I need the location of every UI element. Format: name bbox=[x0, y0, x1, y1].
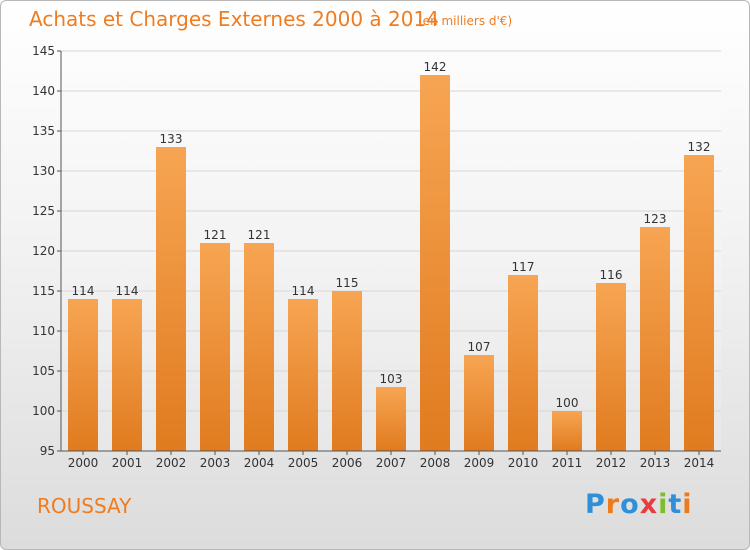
data-label: 142 bbox=[424, 60, 447, 74]
x-axis: 2000 2001 2002 2003 2004 2005 2006 2007 2008 2009… bbox=[61, 450, 721, 470]
commune-name: ROUSSAY bbox=[37, 494, 132, 518]
bars: 114 114 133 121 121 114 115 103 142 107 117 100 116 1… bbox=[68, 60, 714, 451]
x-tick-label: 2005 bbox=[288, 456, 319, 470]
bar-2014 bbox=[684, 155, 714, 451]
data-label: 121 bbox=[248, 228, 271, 242]
data-label: 115 bbox=[336, 276, 359, 290]
y-tick-label: 105 bbox=[32, 364, 55, 378]
bar-2008 bbox=[420, 75, 450, 451]
brand-letter: o bbox=[620, 489, 640, 520]
bar-2001 bbox=[112, 299, 142, 451]
x-tick-label: 2003 bbox=[200, 456, 231, 470]
x-tick-label: 2007 bbox=[376, 456, 407, 470]
y-tick-label: 130 bbox=[32, 164, 55, 178]
data-label: 117 bbox=[512, 260, 535, 274]
data-label: 100 bbox=[556, 396, 579, 410]
x-tick-label: 2011 bbox=[552, 456, 583, 470]
y-tick-label: 120 bbox=[32, 244, 55, 258]
bar-2013 bbox=[640, 227, 670, 451]
data-label: 107 bbox=[468, 340, 491, 354]
bar-2007 bbox=[376, 387, 406, 451]
bar-2009 bbox=[464, 355, 494, 451]
x-tick-label: 2002 bbox=[156, 456, 187, 470]
bar-2011 bbox=[552, 411, 582, 451]
bar-2006 bbox=[332, 291, 362, 451]
data-label: 133 bbox=[160, 132, 183, 146]
brand-logo: Proxiti bbox=[585, 489, 693, 520]
data-label: 123 bbox=[644, 212, 667, 226]
y-tick-label: 100 bbox=[32, 404, 55, 418]
brand-letter: r bbox=[605, 489, 621, 520]
y-tick-label: 135 bbox=[32, 124, 55, 138]
data-label: 132 bbox=[688, 140, 711, 154]
data-label: 103 bbox=[380, 372, 403, 386]
x-tick-label: 2001 bbox=[112, 456, 143, 470]
x-tick-label: 2008 bbox=[420, 456, 451, 470]
brand-letter: i bbox=[658, 489, 669, 520]
x-tick-label: 2009 bbox=[464, 456, 495, 470]
bar-2000 bbox=[68, 299, 98, 451]
x-tick-label: 2010 bbox=[508, 456, 539, 470]
bar-2010 bbox=[508, 275, 538, 451]
brand-letter: x bbox=[639, 489, 659, 520]
data-label: 114 bbox=[292, 284, 315, 298]
y-tick-label: 125 bbox=[32, 204, 55, 218]
x-tick-label: 2014 bbox=[684, 456, 715, 470]
bar-2002 bbox=[156, 147, 186, 451]
data-label: 114 bbox=[72, 284, 95, 298]
brand-letter: i bbox=[682, 489, 693, 520]
y-tick-label: 115 bbox=[32, 284, 55, 298]
brand-letter: P bbox=[585, 489, 606, 520]
y-tick-label: 110 bbox=[32, 324, 55, 338]
data-label: 114 bbox=[116, 284, 139, 298]
chart-title: Achats et Charges Externes 2000 à 2014 bbox=[29, 7, 439, 31]
y-tick-label: 140 bbox=[32, 84, 55, 98]
x-tick-label: 2013 bbox=[640, 456, 671, 470]
y-tick-label: 95 bbox=[40, 444, 55, 458]
x-tick-label: 2000 bbox=[68, 456, 99, 470]
bar-2005 bbox=[288, 299, 318, 451]
bar-2004 bbox=[244, 243, 274, 451]
bar-2012 bbox=[596, 283, 626, 451]
data-label: 116 bbox=[600, 268, 623, 282]
x-tick-label: 2012 bbox=[596, 456, 627, 470]
bar-2003 bbox=[200, 243, 230, 451]
x-tick-label: 2006 bbox=[332, 456, 363, 470]
brand-letter: t bbox=[668, 489, 683, 520]
chart-subtitle: (en milliers d'€) bbox=[418, 14, 513, 28]
y-tick-label: 145 bbox=[32, 44, 55, 58]
y-axis: 95 100 105 110 115 120 125 130 135 140 145 bbox=[32, 44, 62, 458]
x-tick-label: 2004 bbox=[244, 456, 275, 470]
data-label: 121 bbox=[204, 228, 227, 242]
